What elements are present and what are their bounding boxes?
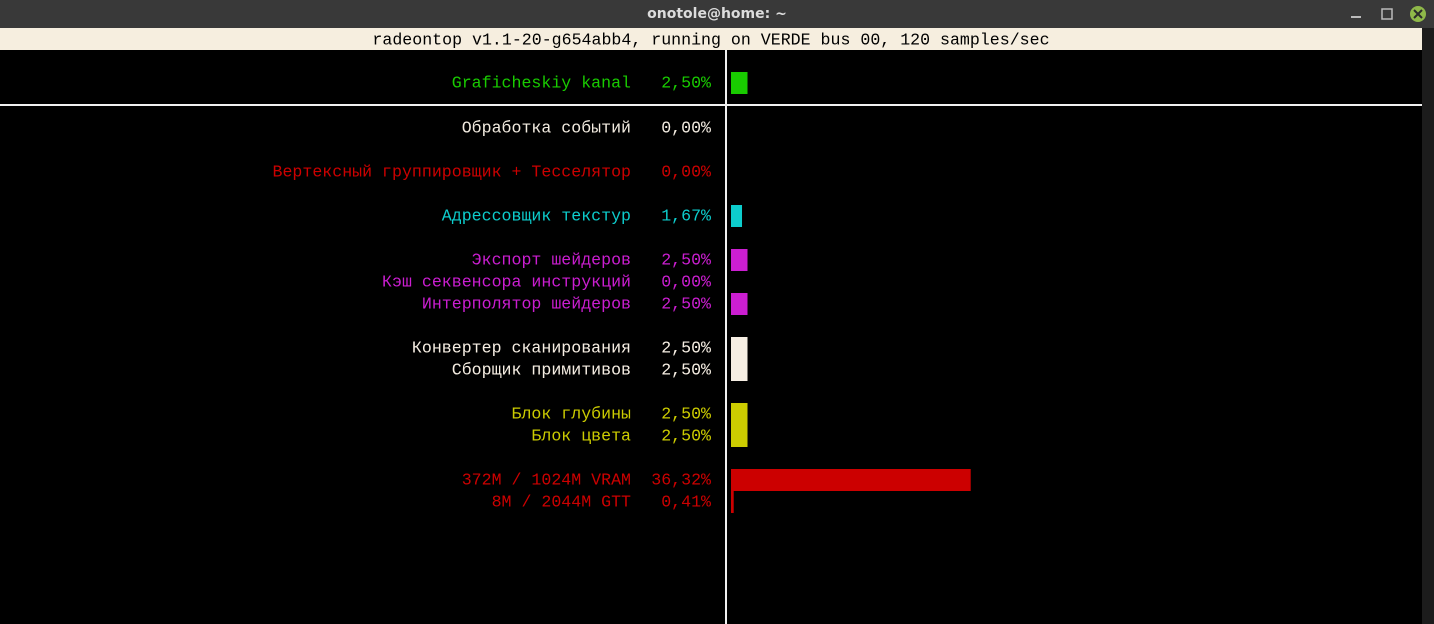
- title-bar: [0, 0, 1434, 28]
- row-percent: 2,50%: [661, 250, 711, 269]
- row-percent: 0,00%: [661, 118, 711, 137]
- window-title: onotole@home: ~: [647, 6, 787, 22]
- row-percent: 2,50%: [661, 294, 711, 313]
- row-percent: 0,41%: [661, 492, 711, 511]
- usage-bar: [731, 337, 748, 359]
- row-label: Сборщик примитивов: [452, 360, 631, 379]
- row-percent: 2,50%: [661, 426, 711, 445]
- row-label: Блок цвета: [531, 426, 631, 445]
- row-label: 372M / 1024M VRAM: [462, 470, 631, 489]
- usage-bar: [731, 491, 734, 513]
- usage-bar: [731, 359, 748, 381]
- close-button[interactable]: [1410, 6, 1426, 22]
- scrollbar[interactable]: [1422, 28, 1434, 624]
- row-label: Адрессовщик текстур: [442, 206, 631, 225]
- header-bar: [0, 28, 1422, 50]
- row-percent: 0,00%: [661, 162, 711, 181]
- row-label: Вертексный группировщик + Тесселятор: [273, 162, 631, 181]
- usage-bar: [731, 293, 748, 315]
- row-percent: 2,50%: [661, 404, 711, 423]
- usage-bar: [731, 249, 748, 271]
- row-percent: 2,50%: [661, 73, 711, 92]
- row-label: Экспорт шейдеров: [472, 250, 631, 269]
- row-label: 8M / 2044M GTT: [492, 492, 631, 511]
- row-label: Блок глубины: [512, 404, 632, 423]
- usage-bar: [731, 205, 743, 227]
- row-percent: 0,00%: [661, 272, 711, 291]
- usage-bar: [731, 469, 971, 491]
- row-label: Обработка событий: [462, 118, 631, 137]
- row-percent: 2,50%: [661, 360, 711, 379]
- row-percent: 1,67%: [661, 206, 711, 225]
- row-label: Кэш секвенсора инструкций: [382, 272, 631, 291]
- maximize-button[interactable]: [1381, 8, 1393, 20]
- usage-bar: [731, 425, 748, 447]
- usage-bar: [731, 72, 748, 94]
- row-percent: 36,32%: [651, 470, 711, 489]
- row-label: Конвертер сканирования: [412, 338, 631, 357]
- usage-bar: [731, 403, 748, 425]
- row-percent: 2,50%: [661, 338, 711, 357]
- header-text: radeontop v1.1-20-g654abb4, running on V…: [372, 30, 1049, 49]
- row-label: Интерполятор шейдеров: [422, 294, 631, 313]
- row-label: Graficheskiy kanal: [452, 73, 631, 92]
